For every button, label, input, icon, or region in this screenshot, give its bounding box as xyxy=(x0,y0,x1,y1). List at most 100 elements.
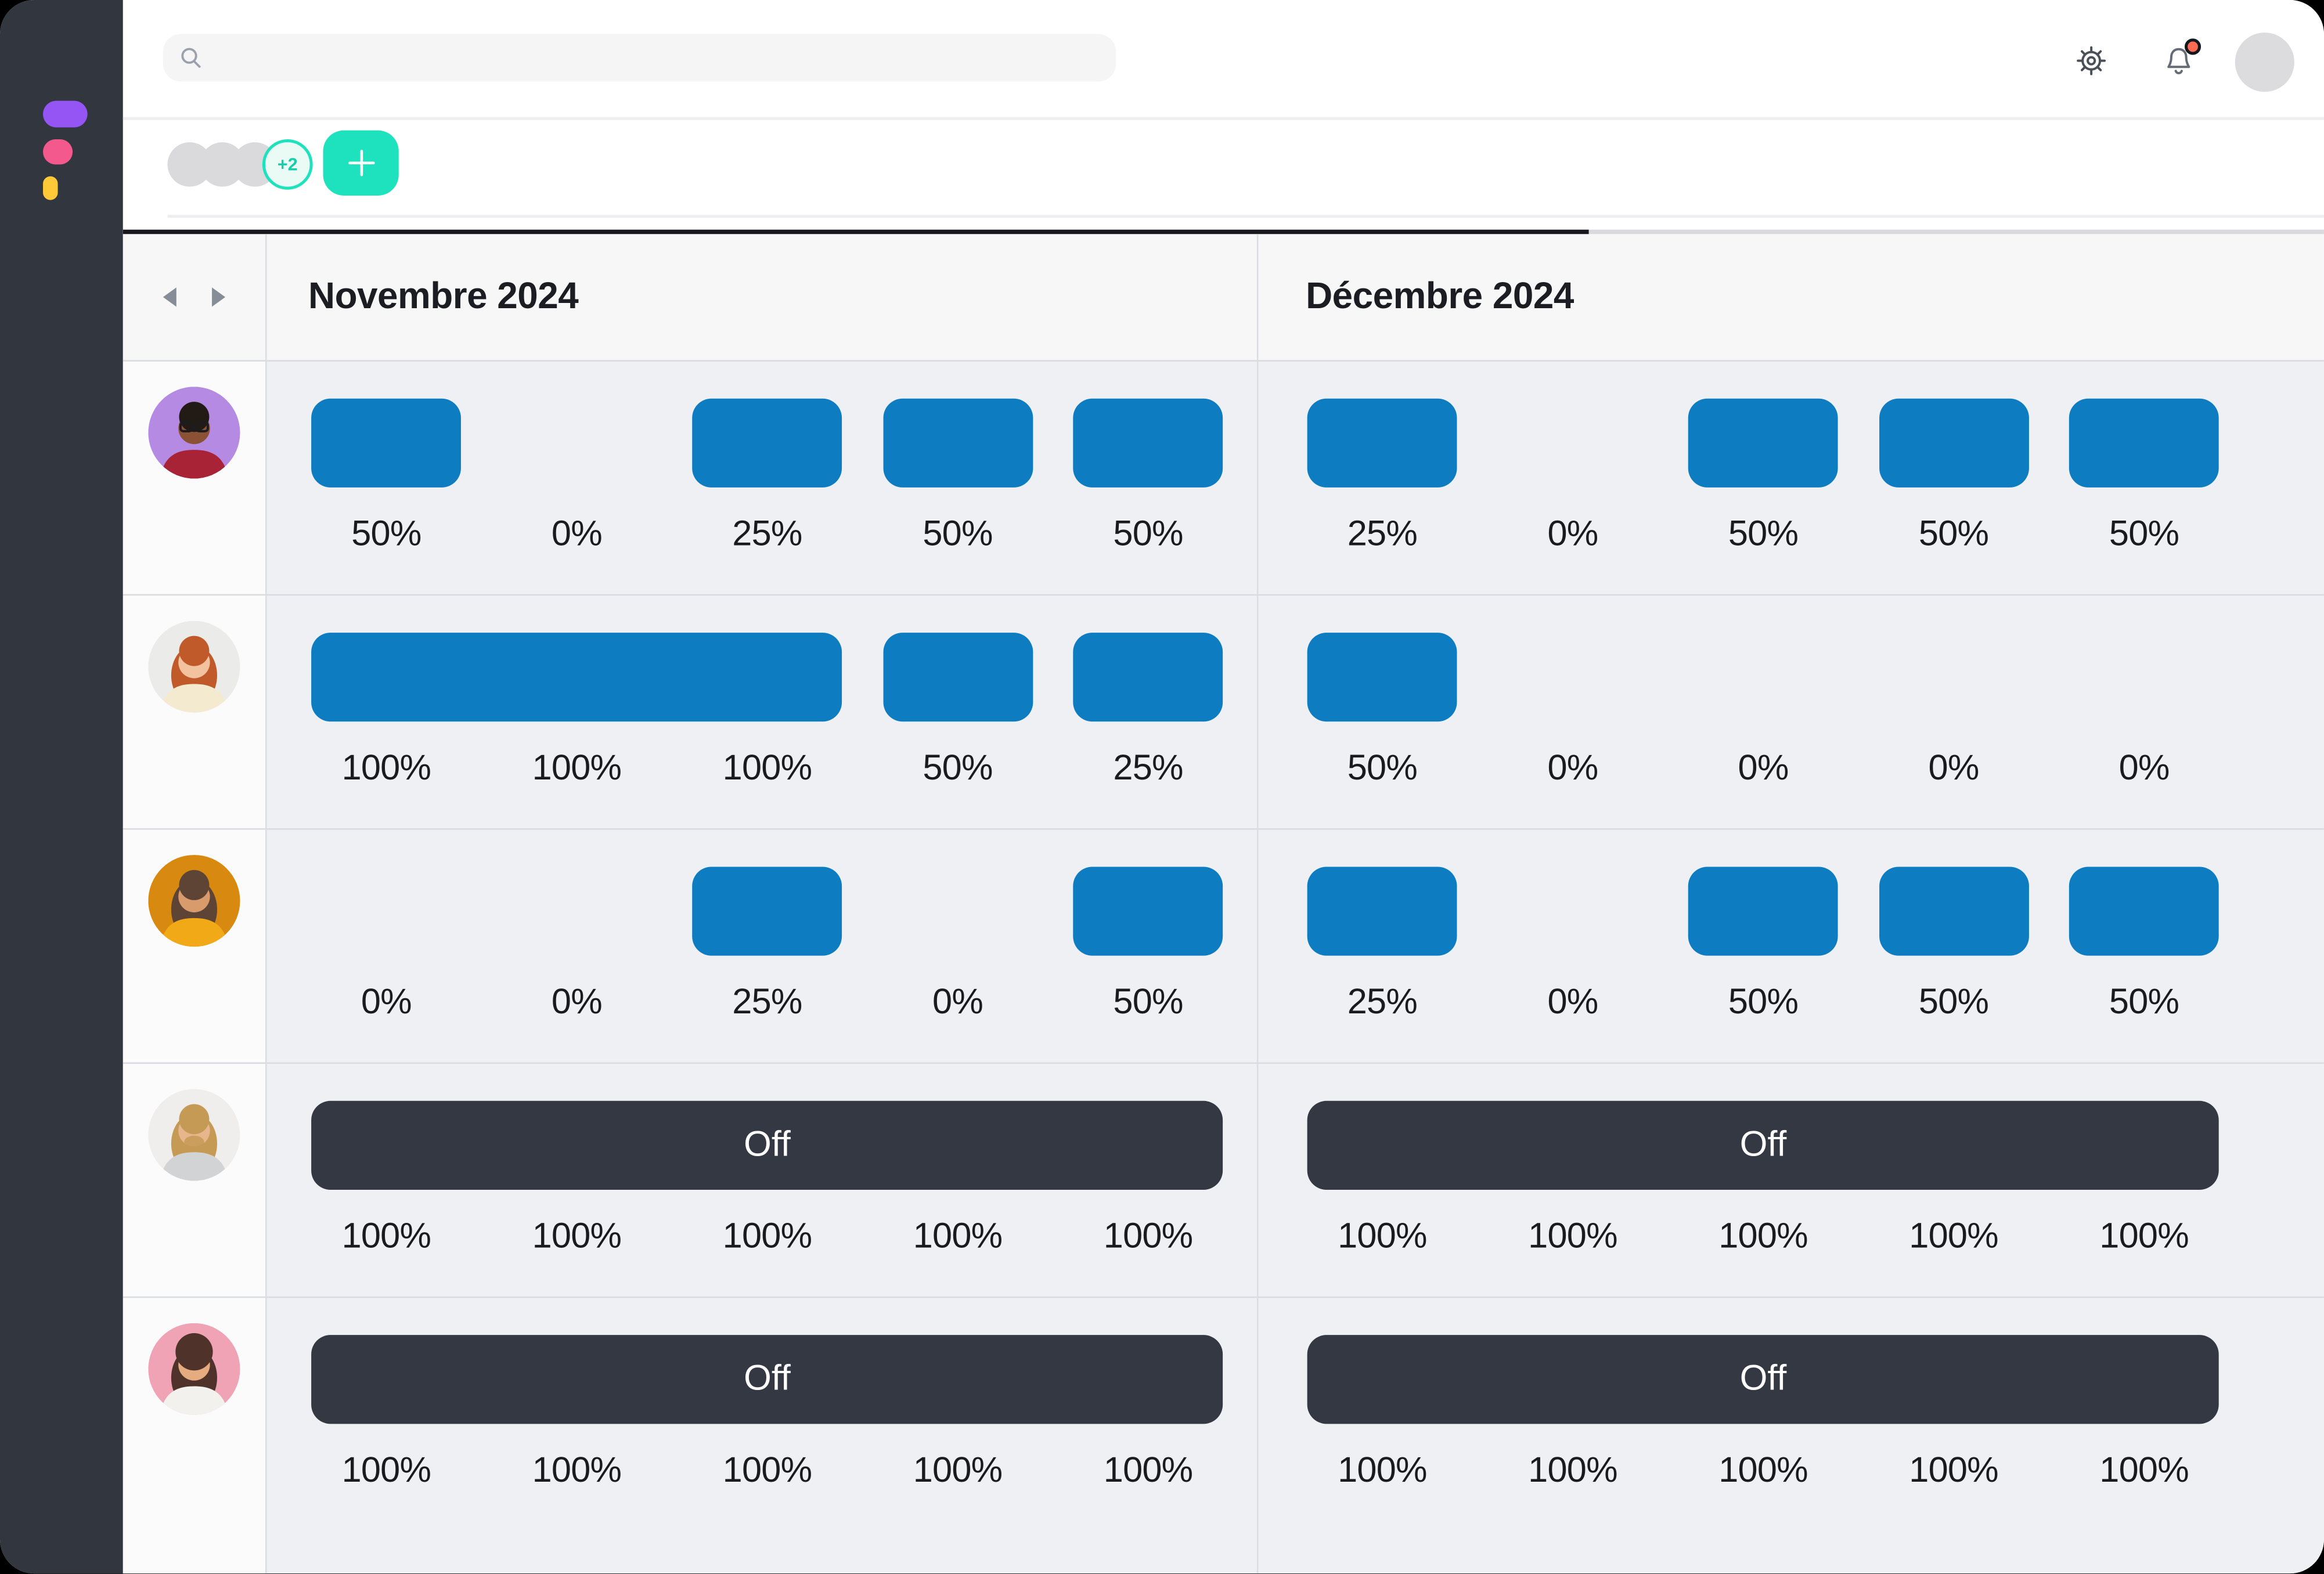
allocation-percent-label: 100% xyxy=(532,1450,622,1491)
allocation-percent-label: 100% xyxy=(341,1216,431,1257)
allocation-bar[interactable] xyxy=(2069,867,2219,956)
allocation-bar[interactable] xyxy=(311,398,462,488)
allocation-bar[interactable] xyxy=(1879,867,2029,956)
sidebar xyxy=(0,0,123,1574)
search-icon xyxy=(181,48,201,68)
allocation-percent-label: 50% xyxy=(2109,982,2179,1023)
percent-labels-row: 100% 100% 100% 50% 25% xyxy=(291,748,1243,789)
search-input[interactable] xyxy=(215,34,1116,82)
off-bar[interactable]: Off xyxy=(311,1335,1223,1424)
allocation-bar[interactable] xyxy=(1073,867,1223,956)
add-member-button[interactable] xyxy=(323,130,399,196)
allocation-percent-label: 0% xyxy=(1928,748,1980,789)
allocation-percent-label: 50% xyxy=(1113,982,1183,1023)
allocation-bar[interactable] xyxy=(311,633,842,722)
allocation-percent-label: 100% xyxy=(1909,1450,1998,1491)
allocation-percent-label: 100% xyxy=(913,1450,1003,1491)
percent-labels-row: 100% 100% 100% 100% 100% xyxy=(291,1450,1243,1492)
more-members-badge[interactable]: +2 xyxy=(262,139,313,190)
allocation-percent-label: 0% xyxy=(2118,748,2170,789)
member-avatar[interactable] xyxy=(148,620,240,713)
month-cell: Off 100% 100% 100% 100% 100% xyxy=(1258,1064,2324,1297)
allocation-percent-label: 0% xyxy=(551,982,603,1023)
month-cell: 25% 0% 50% 50% 50% xyxy=(1258,830,2324,1063)
member-avatar-group[interactable]: +2 xyxy=(167,139,313,190)
allocation-percent-label: 100% xyxy=(1338,1450,1427,1491)
allocation-percent-label: 100% xyxy=(722,748,812,789)
allocation-percent-label: 50% xyxy=(923,748,993,789)
allocation-percent-label: 0% xyxy=(1547,748,1598,789)
grid-header: Novembre 2024 Décembre 2024 xyxy=(122,234,2324,360)
month-header-december: Décembre 2024 xyxy=(1258,234,2324,360)
member-avatar[interactable] xyxy=(148,1089,240,1181)
month-cell: 50% 0% 25% 50% 50% xyxy=(267,361,1259,594)
allocation-bar[interactable] xyxy=(1688,398,1839,488)
allocation-percent-label: 0% xyxy=(1738,748,1789,789)
schedule-row: Off 100% 100% 100% 100% 100% Off 100% 100% 100% 10… xyxy=(122,1062,2324,1297)
member-avatar[interactable] xyxy=(148,387,240,479)
logo-bar-purple xyxy=(43,100,88,128)
month-header-november: Novembre 2024 xyxy=(267,234,1259,360)
member-avatar[interactable] xyxy=(148,1323,240,1416)
allocation-bar[interactable] xyxy=(2069,398,2219,488)
bell-icon xyxy=(2167,48,2190,74)
member-avatar[interactable] xyxy=(148,855,240,947)
scroll-track[interactable] xyxy=(1588,229,2324,234)
search-bar[interactable] xyxy=(163,34,1116,82)
member-cell xyxy=(122,1298,267,1574)
allocation-bar[interactable] xyxy=(692,867,842,956)
rows: 50% 0% 25% 50% 50% 25% 0% 50% 50% 50% 100% 100% 100… xyxy=(122,360,2324,1574)
member-cell xyxy=(122,1063,267,1297)
allocation-percent-label: 100% xyxy=(722,1216,812,1257)
allocation-percent-label: 50% xyxy=(1347,748,1418,789)
allocation-percent-label: 0% xyxy=(1547,514,1598,554)
profile-avatar[interactable] xyxy=(2235,33,2294,92)
notifications-button[interactable] xyxy=(2161,38,2202,80)
allocation-percent-label: 50% xyxy=(1918,514,1989,554)
month-title: Décembre 2024 xyxy=(1306,275,1574,317)
allocation-bar[interactable] xyxy=(1879,398,2029,488)
topbar: +2 xyxy=(122,0,2324,230)
allocation-bar[interactable] xyxy=(882,633,1033,722)
off-bar[interactable]: Off xyxy=(1307,1335,2219,1424)
off-bar[interactable]: Off xyxy=(1307,1100,2219,1190)
allocation-bar[interactable] xyxy=(692,398,842,488)
allocation-percent-label: 100% xyxy=(341,1450,431,1491)
percent-labels-row: 100% 100% 100% 100% 100% xyxy=(291,1216,1243,1258)
allocation-bar[interactable] xyxy=(1307,398,1457,488)
allocation-bar[interactable] xyxy=(1307,867,1457,956)
allocation-bar[interactable] xyxy=(1073,398,1223,488)
team-row-divider xyxy=(167,215,2324,217)
schedule-grid: Novembre 2024 Décembre 2024 50% 0% 25% 50% 5… xyxy=(122,229,2324,1574)
schedule-row: 50% 0% 25% 50% 50% 25% 0% 50% 50% 50% xyxy=(122,360,2324,594)
prev-month-button[interactable] xyxy=(158,285,182,309)
gear-icon xyxy=(2077,46,2106,75)
settings-button[interactable] xyxy=(2074,45,2109,80)
allocation-percent-label: 100% xyxy=(1718,1216,1808,1257)
allocation-percent-label: 100% xyxy=(2099,1450,2189,1491)
allocation-percent-label: 100% xyxy=(532,748,622,789)
off-bar[interactable]: Off xyxy=(311,1100,1223,1190)
allocation-percent-label: 50% xyxy=(1918,982,1989,1023)
allocation-bar[interactable] xyxy=(1073,633,1223,722)
allocation-percent-label: 100% xyxy=(2099,1216,2189,1257)
next-month-button[interactable] xyxy=(206,285,230,309)
allocation-percent-label: 100% xyxy=(1718,1450,1808,1491)
allocation-percent-label: 50% xyxy=(1728,514,1799,554)
allocation-percent-label: 50% xyxy=(351,514,421,554)
month-cell: Off 100% 100% 100% 100% 100% xyxy=(1258,1298,2324,1573)
allocation-percent-label: 100% xyxy=(341,748,431,789)
month-cell: 25% 0% 50% 50% 50% xyxy=(1258,362,2324,594)
allocation-bar[interactable] xyxy=(1688,867,1839,956)
allocation-percent-label: 25% xyxy=(732,514,802,554)
scroll-indicator[interactable] xyxy=(122,229,1589,234)
allocation-percent-label: 0% xyxy=(1547,982,1598,1023)
member-cell xyxy=(122,361,267,594)
allocation-percent-label: 100% xyxy=(1103,1216,1193,1257)
main-content: +2 xyxy=(122,0,2324,1574)
allocation-bar[interactable] xyxy=(1307,633,1457,722)
allocation-bar[interactable] xyxy=(882,398,1033,488)
app-logo[interactable] xyxy=(43,100,88,200)
chevron-right-icon xyxy=(212,287,226,307)
